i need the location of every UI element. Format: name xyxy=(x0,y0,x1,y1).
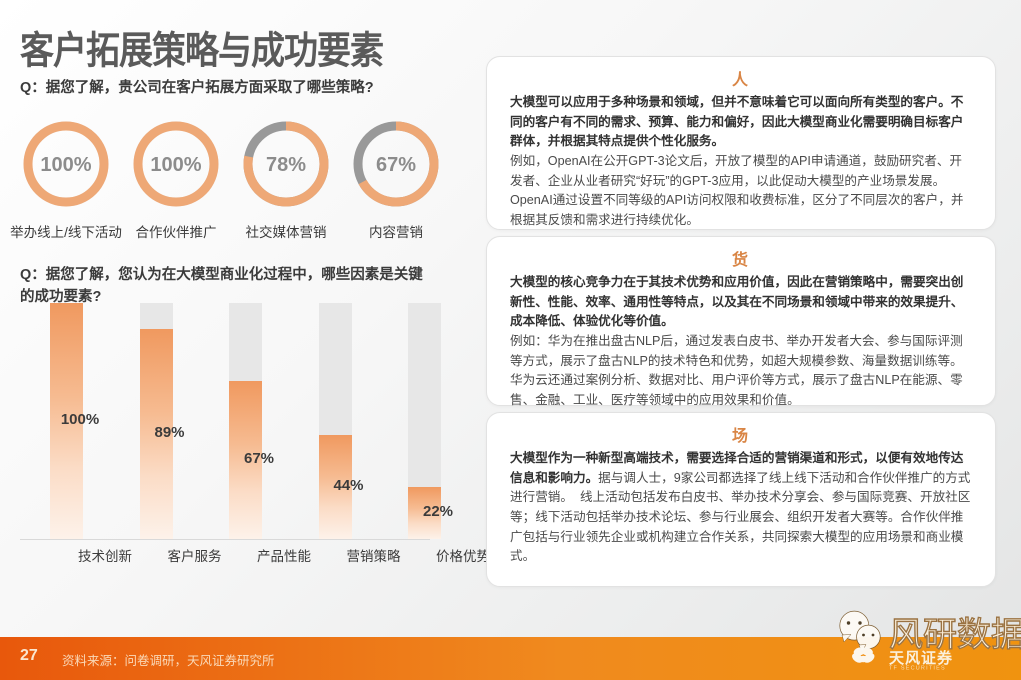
svg-text:风研数据: 风研数据 xyxy=(889,616,1021,654)
svg-text:天风证券: 天风证券 xyxy=(889,649,953,667)
svg-text:TF SECURITIES: TF SECURITIES xyxy=(889,666,946,671)
